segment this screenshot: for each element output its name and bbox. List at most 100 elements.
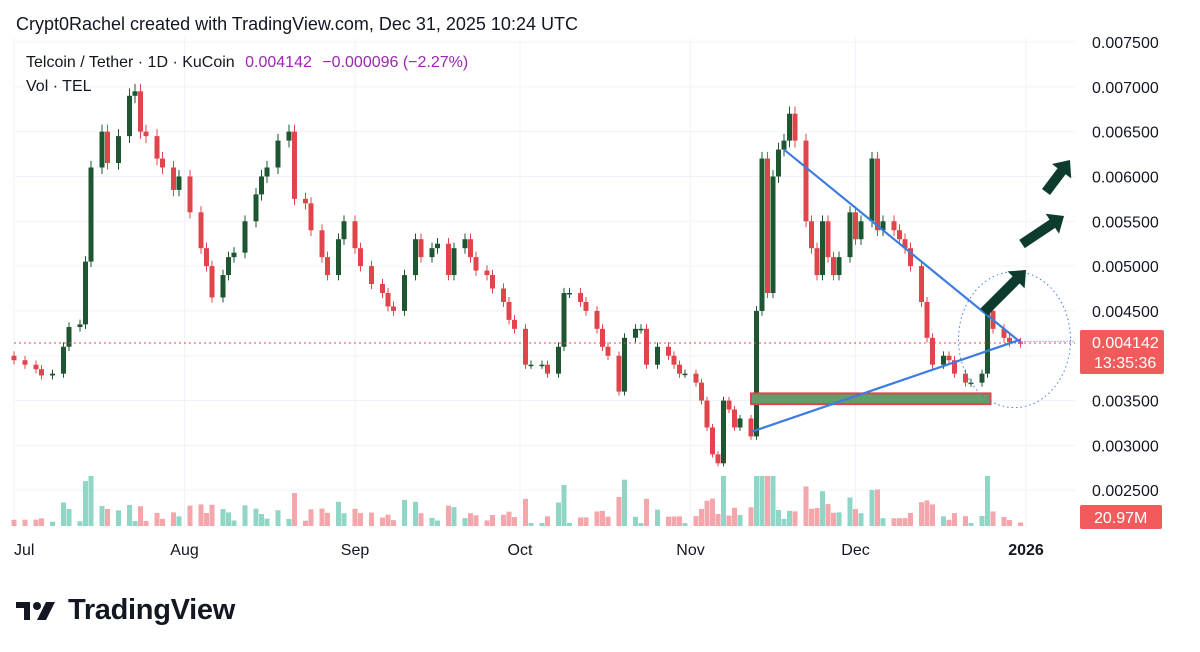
volume-bar: [908, 513, 913, 526]
candle-body: [259, 176, 264, 195]
candle-body: [600, 328, 605, 347]
volume-bar: [946, 519, 952, 526]
volume-bar: [484, 520, 490, 526]
volume-bar: [875, 489, 880, 526]
volume-bar: [171, 512, 176, 526]
candle-body: [715, 454, 721, 464]
volume-bar: [803, 486, 809, 526]
volume-bar: [242, 505, 248, 526]
volume-bars: [11, 476, 1023, 526]
candle-body: [209, 266, 215, 298]
drawing-annotations[interactable]: [14, 148, 1080, 433]
volume-bar: [836, 512, 842, 526]
volume-bar: [83, 481, 88, 526]
countdown-label: 13:35:36: [1094, 355, 1156, 372]
price-axis[interactable]: 0.007500 0.007000 0.006500 0.006000 0.005500…: [1080, 35, 1164, 529]
volume-bar: [154, 512, 160, 526]
volume-bar: [33, 519, 39, 526]
volume-bar: [693, 516, 699, 526]
candle-body: [710, 427, 715, 455]
candle-body: [732, 409, 737, 428]
volume-legend[interactable]: Vol · TEL: [26, 78, 92, 95]
volume-bar: [1007, 519, 1012, 526]
candle-body: [946, 355, 952, 361]
volume-bar: [968, 523, 974, 526]
candle-body: [853, 212, 858, 240]
volume-bar: [259, 514, 264, 526]
candle-body: [847, 212, 853, 258]
tradingview-logo-icon: [16, 601, 55, 620]
volume-bar: [715, 514, 721, 526]
candle-body: [512, 319, 517, 329]
volume-bar: [561, 484, 567, 526]
volume-bar: [187, 505, 193, 526]
volume-bar: [319, 508, 325, 526]
volume-badge: [1080, 505, 1162, 529]
volume-bar: [963, 516, 968, 526]
volume-bar: [429, 517, 435, 526]
candle-body: [501, 288, 506, 302]
candle-body: [352, 221, 358, 249]
volume-bar: [341, 513, 347, 526]
candle-body: [952, 360, 957, 374]
candle-body: [61, 346, 66, 374]
candle-body: [506, 301, 512, 320]
candle-body: [50, 373, 55, 376]
volume-bar: [99, 505, 105, 526]
time-axis[interactable]: Jul Aug Sep Oct Nov Dec 2026: [14, 542, 1044, 559]
support-zone: [750, 392, 992, 406]
price-change-label: −0.000096 (−2.27%): [322, 54, 469, 71]
volume-bar: [941, 516, 946, 526]
candle-body: [968, 382, 974, 385]
volume-bar: [539, 523, 545, 526]
volume-bar: [220, 509, 226, 526]
candle-body: [809, 221, 814, 249]
volume-bar: [556, 502, 561, 526]
price-tick-label: 0.006500: [1092, 125, 1159, 142]
volume-bar: [776, 510, 781, 526]
candle-body: [83, 261, 88, 325]
candle-body: [292, 131, 297, 199]
candle-body: [930, 337, 935, 365]
volume-bar: [682, 523, 688, 526]
candle-body: [198, 212, 204, 249]
volume-bar: [308, 509, 314, 526]
candlesticks[interactable]: [11, 83, 1024, 467]
candle-body: [567, 292, 572, 295]
volume-bar: [699, 508, 704, 526]
volume-bar: [710, 498, 715, 526]
symbol-legend[interactable]: Telcoin / Tether · 1D · KuCoin 0.004142 …: [26, 54, 468, 72]
candle-body: [308, 203, 314, 231]
volume-bar: [264, 518, 270, 526]
price-tick-label: 0.005000: [1092, 259, 1159, 276]
candle-body: [902, 239, 908, 249]
chart-credit: Crypt0Rachel created with TradingView.co…: [16, 14, 578, 34]
candle-body: [578, 292, 583, 302]
candle-body: [759, 158, 765, 311]
volume-bar: [638, 523, 644, 526]
volume-bar: [528, 523, 534, 526]
candle-body: [633, 328, 638, 338]
volume-bar: [825, 504, 831, 526]
volume-badge-value: 20.97M: [1094, 510, 1147, 527]
last-price-badge: [1080, 330, 1164, 375]
candle-body: [303, 198, 308, 204]
candle-body: [682, 373, 688, 376]
time-tick-label: Sep: [341, 542, 370, 559]
volume-bar: [930, 504, 935, 526]
candle-body: [286, 131, 292, 141]
arrow-shape: [980, 269, 1027, 316]
candle-body: [919, 266, 924, 302]
candle-body: [776, 149, 781, 177]
price-tick-label: 0.005500: [1092, 214, 1159, 231]
candle-body: [99, 131, 105, 168]
candle-body: [941, 355, 946, 365]
volume-bar: [726, 515, 732, 526]
volume-bar: [809, 508, 814, 526]
symbol-title[interactable]: Telcoin / Tether · 1D · KuCoin: [26, 54, 235, 71]
candle-body: [803, 140, 809, 222]
time-tick-label: 2026: [1008, 542, 1044, 559]
breakout-arrow-large: [1041, 159, 1072, 195]
volume-bar: [847, 497, 853, 526]
